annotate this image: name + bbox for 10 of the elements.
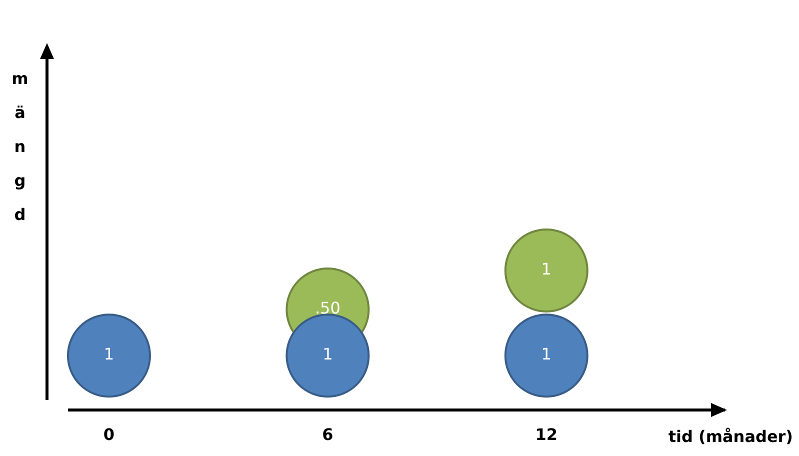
x-tick-label: 6 xyxy=(322,424,334,444)
y-axis-title: mängd xyxy=(10,68,30,226)
x-tick-label: 0 xyxy=(103,424,115,444)
annotation: 1 xyxy=(322,344,333,364)
annotation: 1 xyxy=(541,260,552,279)
annotation: .50 xyxy=(314,298,340,318)
annotation: 1 xyxy=(104,344,114,364)
x-tick-label: 12 xyxy=(535,424,558,444)
x-axis-title: tid (månader) xyxy=(668,427,793,446)
annotation: 1 xyxy=(541,344,552,364)
